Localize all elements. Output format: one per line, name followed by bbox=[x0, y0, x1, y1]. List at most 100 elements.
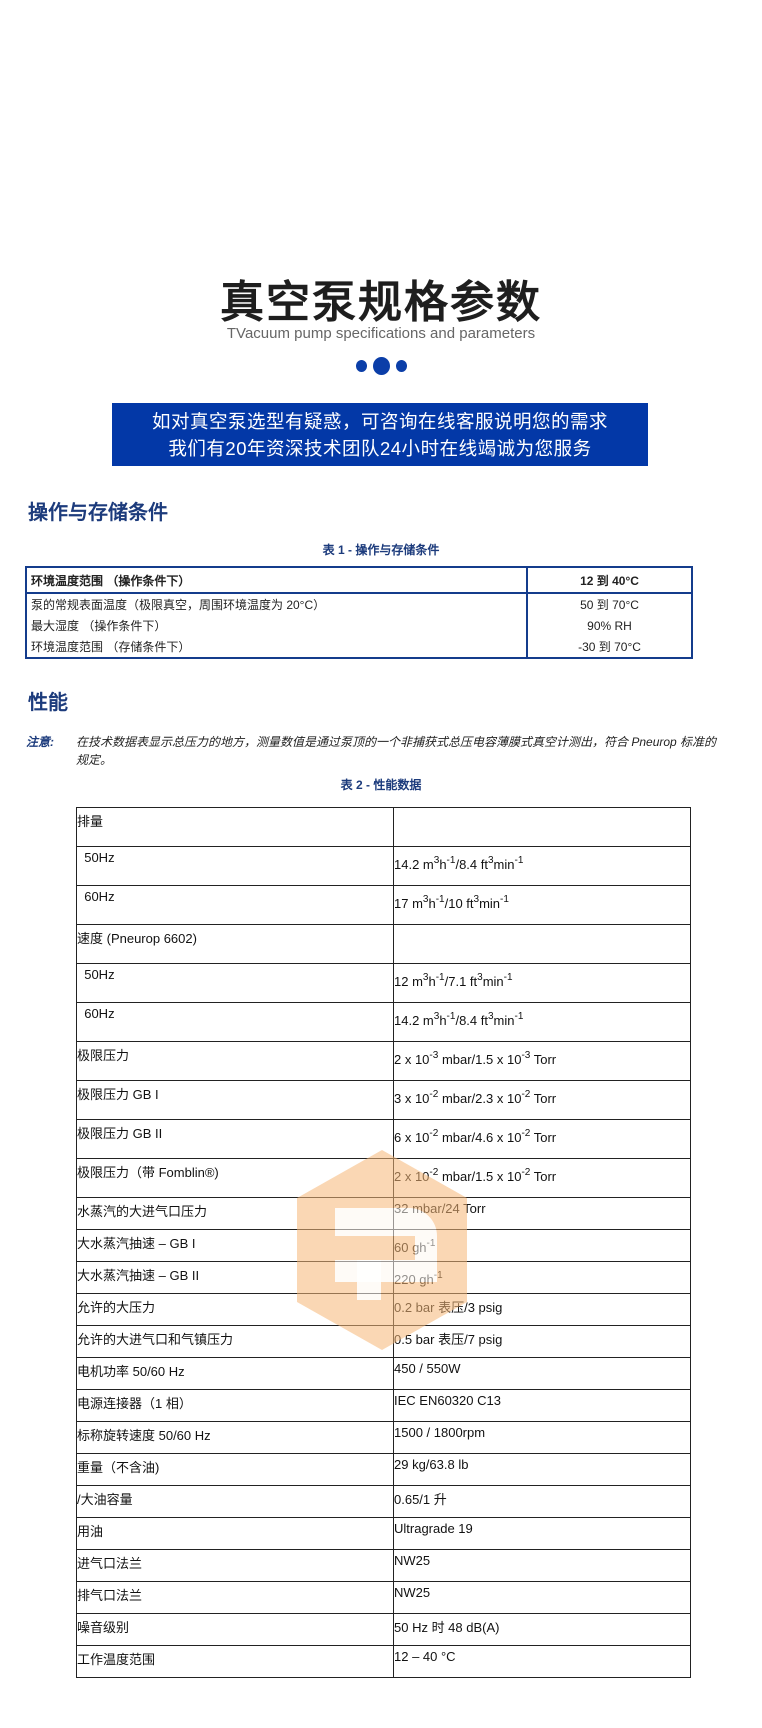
value-text: mbar/2.3 x 10 bbox=[438, 1091, 522, 1106]
superscript: 3 bbox=[433, 1011, 440, 1022]
table-row: 电机功率 50/60 Hz 450 / 550W bbox=[76, 1357, 691, 1390]
dot-icon bbox=[355, 360, 367, 372]
table-row: 50Hz 14.2 m3h-1/8.4 ft3min-1 bbox=[76, 846, 691, 886]
spec-label: 用油 bbox=[76, 1517, 394, 1550]
table-row: 排量 bbox=[76, 807, 691, 847]
superscript: 3 bbox=[433, 855, 440, 866]
spec-value: 29 kg/63.8 lb bbox=[393, 1453, 691, 1486]
value-text: NW25 bbox=[394, 1553, 431, 1568]
value-text: 29 kg/63.8 lb bbox=[394, 1457, 469, 1472]
spec-label: 速度 (Pneurop 6602) bbox=[76, 924, 394, 964]
conditions-table: 环境温度范围 （操作条件下） 12 到 40°C 泵的常规表面温度（极限真空，周围环… bbox=[25, 566, 693, 659]
spec-label: 极限压力 GB II bbox=[76, 1119, 394, 1159]
spec-label: 50Hz bbox=[76, 846, 394, 886]
table-row: 极限压力 GB II 6 x 10-2 mbar/4.6 x 10-2 Torr bbox=[76, 1119, 691, 1159]
superscript: -2 bbox=[521, 1167, 531, 1178]
value-text: h bbox=[439, 857, 447, 872]
value-text: 12 m bbox=[394, 974, 423, 989]
dot-icon bbox=[395, 360, 407, 372]
table-row: 电源连接器（1 相） IEC EN60320 C13 bbox=[76, 1389, 691, 1422]
table-row: 进气口法兰 NW25 bbox=[76, 1549, 691, 1582]
superscript: -2 bbox=[429, 1128, 439, 1139]
spec-value: 14.2 m3h-1/8.4 ft3min-1 bbox=[393, 1002, 691, 1042]
spec-label: 排量 bbox=[76, 807, 394, 847]
superscript: -1 bbox=[435, 972, 445, 983]
spec-value: 1500 / 1800rpm bbox=[393, 1421, 691, 1454]
superscript: -1 bbox=[503, 972, 513, 983]
spec-label: 极限压力 bbox=[76, 1041, 394, 1081]
value-text: 17 m bbox=[394, 896, 423, 911]
banner-line-2: 我们有20年资深技术团队24小时在线竭诚为您服务 bbox=[168, 438, 592, 459]
value-text: 0.5 bar 表压/7 psig bbox=[394, 1332, 503, 1347]
condition-value: 90% RH bbox=[526, 615, 692, 636]
spec-label: 大水蒸汽抽速 – GB I bbox=[76, 1229, 394, 1262]
superscript: 3 bbox=[422, 972, 429, 983]
value-text: 14.2 m bbox=[394, 857, 434, 872]
table-row: 用油 Ultragrade 19 bbox=[76, 1517, 691, 1550]
table-row: 环境温度范围 （存储条件下） -30 到 70°C bbox=[26, 636, 692, 658]
condition-label: 环境温度范围 （操作条件下） bbox=[26, 567, 527, 594]
table-row: 环境温度范围 （操作条件下） 12 到 40°C bbox=[26, 567, 692, 594]
spec-value: NW25 bbox=[393, 1581, 691, 1614]
table-row: 重量（不含油) 29 kg/63.8 lb bbox=[76, 1453, 691, 1486]
value-text: Ultragrade 19 bbox=[394, 1521, 473, 1536]
value-text: 50 Hz 时 48 dB(A) bbox=[394, 1620, 500, 1635]
superscript: -1 bbox=[446, 855, 456, 866]
table-row: 60Hz 14.2 m3h-1/8.4 ft3min-1 bbox=[76, 1002, 691, 1042]
spec-label: 排气口法兰 bbox=[76, 1581, 394, 1614]
table-row: 60Hz 17 m3h-1/10 ft3min-1 bbox=[76, 885, 691, 925]
table-row: /大油容量 0.65/1 升 bbox=[76, 1485, 691, 1518]
spec-value: 6 x 10-2 mbar/4.6 x 10-2 Torr bbox=[393, 1119, 691, 1159]
spec-value: Ultragrade 19 bbox=[393, 1517, 691, 1550]
value-text: 2 x 10 bbox=[394, 1052, 430, 1067]
condition-value: -30 到 70°C bbox=[526, 636, 692, 658]
table-row: 最大湿度 （操作条件下） 90% RH bbox=[26, 615, 692, 636]
table-row: 工作温度范围 12 – 40 °C bbox=[76, 1645, 691, 1678]
value-text: 1500 / 1800rpm bbox=[394, 1425, 486, 1440]
dot-icon bbox=[372, 357, 390, 375]
spec-value: NW25 bbox=[393, 1549, 691, 1582]
value-text: 12 – 40 °C bbox=[394, 1649, 456, 1664]
spec-label: 噪音级别 bbox=[76, 1613, 394, 1646]
value-text: 6 x 10 bbox=[394, 1130, 430, 1145]
spec-label: 工作温度范围 bbox=[76, 1645, 394, 1678]
condition-value: 50 到 70°C bbox=[526, 593, 692, 615]
spec-value: 0.65/1 升 bbox=[393, 1485, 691, 1518]
superscript: -1 bbox=[500, 894, 509, 905]
value-text: mbar/1.5 x 10 bbox=[438, 1169, 522, 1184]
value-text: /10 ft bbox=[444, 896, 474, 911]
note-text: 在技术数据表显示总压力的地方，测量数值是通过泵顶的一个非捕获式总压电容薄膜式真空… bbox=[76, 735, 717, 767]
table-row: 速度 (Pneurop 6602) bbox=[76, 924, 691, 964]
value-text: h bbox=[428, 974, 436, 989]
superscript: -2 bbox=[429, 1167, 439, 1178]
table1-caption: 表 1 - 操作与存储条件 bbox=[322, 543, 440, 557]
value-text: 450 / 550W bbox=[394, 1361, 461, 1376]
value-text: min bbox=[493, 1013, 515, 1028]
table-row: 泵的常规表面温度（极限真空，周围环境温度为 20°C） 50 到 70°C bbox=[26, 593, 692, 615]
superscript: 3 bbox=[422, 894, 429, 905]
spec-label: /大油容量 bbox=[76, 1485, 394, 1518]
spec-label: 电机功率 50/60 Hz bbox=[76, 1357, 394, 1390]
spec-value: 3 x 10-2 mbar/2.3 x 10-2 Torr bbox=[393, 1080, 691, 1120]
value-text: /8.4 ft bbox=[455, 1013, 488, 1028]
table2-caption: 表 2 - 性能数据 bbox=[340, 778, 422, 792]
spec-label: 标称旋转速度 50/60 Hz bbox=[76, 1421, 394, 1454]
spec-label: 极限压力 GB I bbox=[76, 1080, 394, 1120]
value-text: Torr bbox=[530, 1130, 557, 1145]
value-text: Torr bbox=[530, 1052, 557, 1067]
condition-label: 最大湿度 （操作条件下） bbox=[31, 619, 167, 633]
value-text: 14.2 m bbox=[394, 1013, 434, 1028]
superscript: 3 bbox=[473, 894, 480, 905]
value-text: /7.1 ft bbox=[444, 974, 478, 989]
spec-value: 2 x 10-3 mbar/1.5 x 10-3 Torr bbox=[393, 1041, 691, 1081]
superscript: 3 bbox=[477, 972, 483, 983]
value-text: h bbox=[439, 1013, 447, 1028]
superscript: -3 bbox=[429, 1050, 439, 1061]
superscript: -2 bbox=[521, 1089, 531, 1100]
value-text: mbar/4.6 x 10 bbox=[438, 1130, 522, 1145]
spec-value: 14.2 m3h-1/8.4 ft3min-1 bbox=[393, 846, 691, 886]
banner-line-1: 如对真空泵选型有疑惑，可咨询在线客服说明您的需求 bbox=[151, 411, 608, 432]
spec-value: 12 – 40 °C bbox=[393, 1645, 691, 1678]
page-title: 真空泵规格参数 bbox=[220, 277, 542, 328]
